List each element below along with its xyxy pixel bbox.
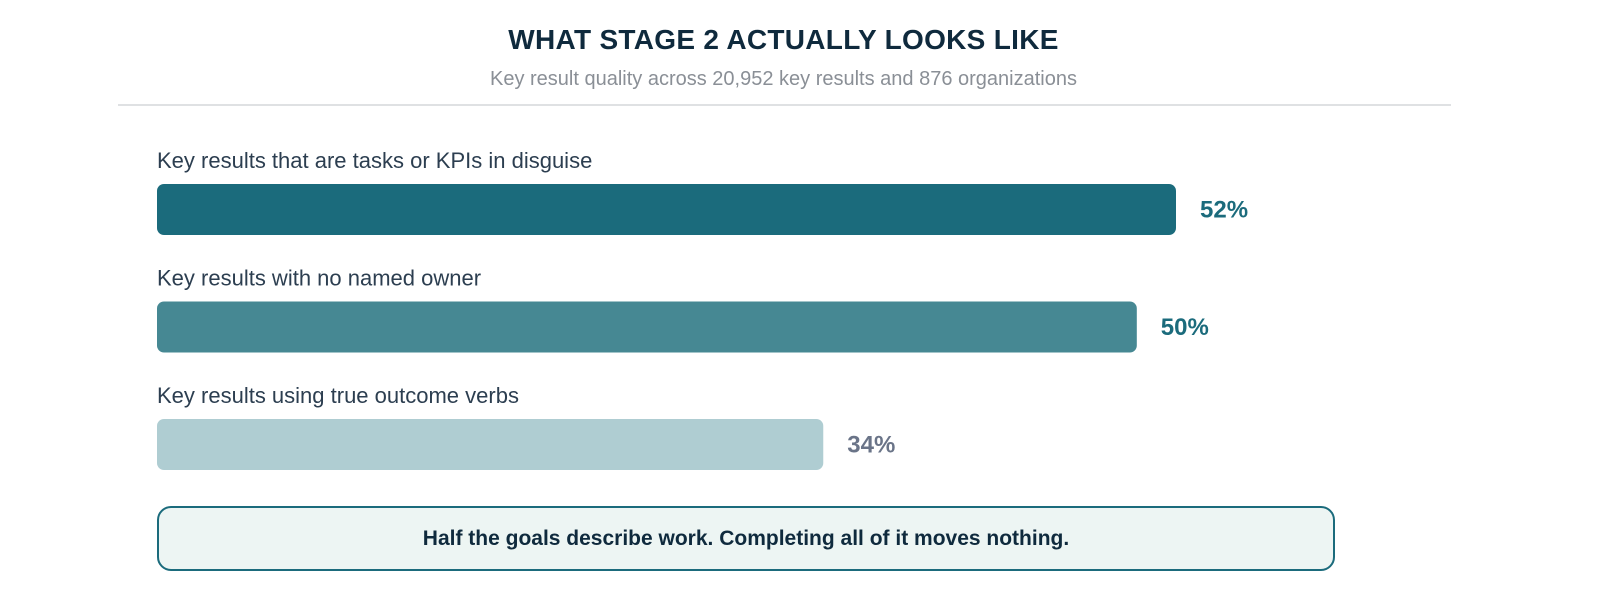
bar-row: Key results with no named owner 50% [157, 266, 1209, 353]
bar-label: Key results that are tasks or KPIs in di… [157, 148, 592, 173]
chart-subtitle: Key result quality across 20,952 key res… [489, 68, 1077, 90]
header-divider [118, 104, 1451, 106]
bar [157, 301, 1137, 353]
bar-value-label: 50% [1161, 314, 1209, 341]
callout-text: Half the goals describe work. Completing… [422, 526, 1070, 550]
chart-title: WHAT STAGE 2 ACTUALLY LOOKS LIKE [508, 24, 1059, 55]
bar-label: Key results using true outcome verbs [157, 383, 519, 408]
bar-row: Key results using true outcome verbs 34% [157, 383, 895, 470]
bar-row: Key results that are tasks or KPIs in di… [157, 148, 1248, 235]
bar-value-label: 34% [847, 432, 895, 459]
bar [157, 419, 824, 470]
bar [157, 184, 1176, 235]
bar-label: Key results with no named owner [157, 266, 481, 291]
callout-box: Half the goals describe work. Completing… [157, 506, 1335, 571]
bar-value-label: 52% [1200, 197, 1248, 224]
